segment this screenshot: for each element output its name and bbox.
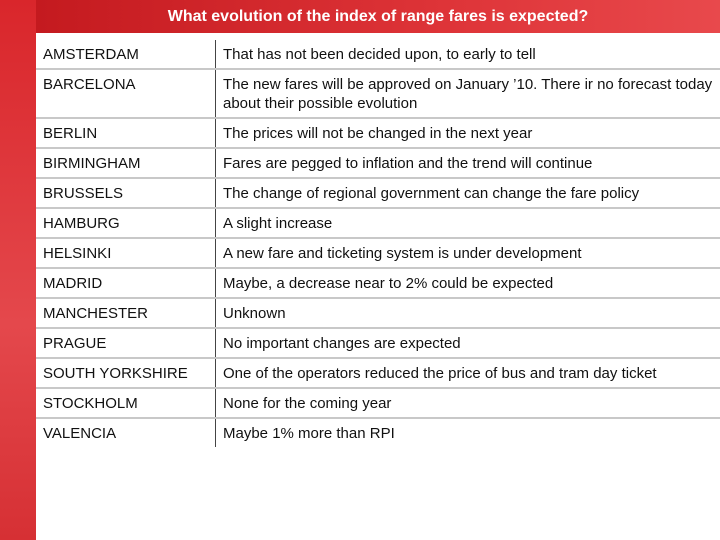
- table-row: AMSTERDAM That has not been decided upon,…: [36, 40, 720, 70]
- city-cell: SOUTH YORKSHIRE: [43, 365, 188, 382]
- table-row: SOUTH YORKSHIRE One of the operators redu…: [36, 359, 720, 389]
- city-cell: BERLIN: [43, 125, 98, 142]
- answer-cell: No important changes are expected: [215, 329, 720, 357]
- city-cell: HAMBURG: [43, 215, 120, 232]
- answer-cell: Maybe, a decrease near to 2% could be ex…: [215, 269, 720, 297]
- city-cell: BARCELONA: [43, 76, 136, 93]
- fares-table: AMSTERDAM That has not been decided upon,…: [36, 40, 720, 447]
- table-row: PRAGUE No important changes are expected: [36, 329, 720, 359]
- answer-cell: That has not been decided upon, to early…: [215, 40, 720, 68]
- answer-cell: None for the coming year: [215, 389, 720, 417]
- city-cell: PRAGUE: [43, 335, 107, 352]
- city-cell: MADRID: [43, 275, 103, 292]
- side-stripe: [0, 0, 36, 540]
- table-row: MANCHESTER Unknown: [36, 299, 720, 329]
- table-row: BIRMINGHAM Fares are pegged to inflation …: [36, 149, 720, 179]
- answer-cell: One of the operators reduced the price o…: [215, 359, 720, 387]
- city-cell: AMSTERDAM: [43, 46, 139, 63]
- table-row: MADRID Maybe, a decrease near to 2% could…: [36, 269, 720, 299]
- table-row: HAMBURG A slight increase: [36, 209, 720, 239]
- table-row: BRUSSELS The change of regional governmen…: [36, 179, 720, 209]
- city-cell: BIRMINGHAM: [43, 155, 141, 172]
- answer-cell: The new fares will be approved on Januar…: [215, 70, 720, 117]
- city-cell: HELSINKI: [43, 245, 112, 262]
- city-cell: BRUSSELS: [43, 185, 124, 202]
- slide-title: What evolution of the index of range far…: [167, 8, 589, 25]
- table-row: HELSINKI A new fare and ticketing system …: [36, 239, 720, 269]
- answer-cell: The change of regional government can ch…: [215, 179, 720, 207]
- table-row: BARCELONA The new fares will be approved …: [36, 70, 720, 119]
- answer-cell: A new fare and ticketing system is under…: [215, 239, 720, 267]
- city-cell: STOCKHOLM: [43, 395, 138, 412]
- table-row: BERLIN The prices will not be changed in …: [36, 119, 720, 149]
- answer-cell: A slight increase: [215, 209, 720, 237]
- answer-cell: Maybe 1% more than RPI: [215, 419, 720, 447]
- answer-cell: The prices will not be changed in the ne…: [215, 119, 720, 147]
- city-cell: VALENCIA: [43, 425, 117, 442]
- table-row: STOCKHOLM None for the coming year: [36, 389, 720, 419]
- city-cell: MANCHESTER: [43, 305, 149, 322]
- table-row: VALENCIA Maybe 1% more than RPI: [36, 419, 720, 447]
- answer-cell: Fares are pegged to inflation and the tr…: [215, 149, 720, 177]
- title-bar: [36, 0, 720, 33]
- answer-cell: Unknown: [215, 299, 720, 327]
